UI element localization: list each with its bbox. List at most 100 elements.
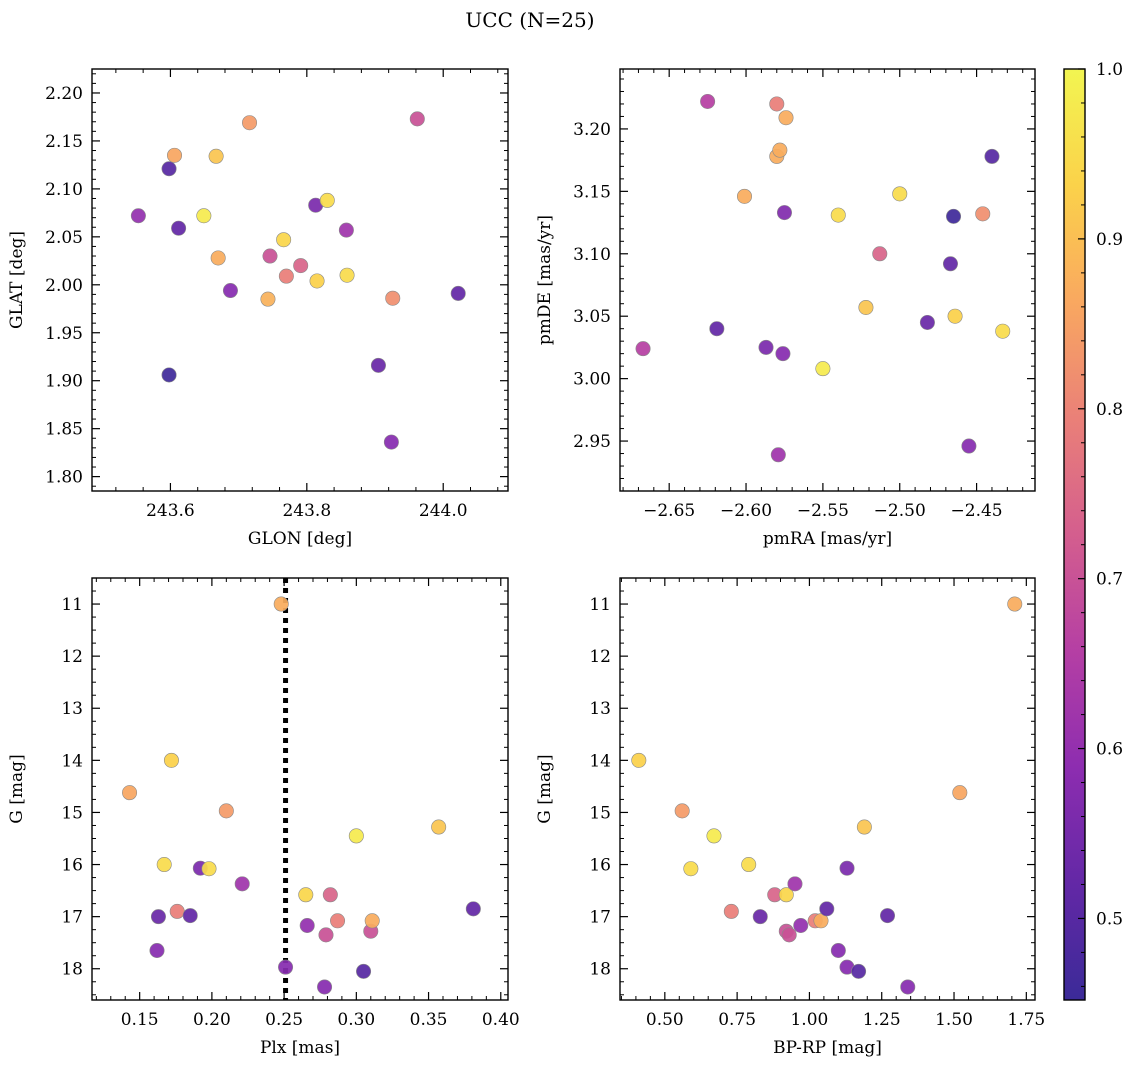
y-axis-label: G [mag] bbox=[7, 754, 27, 823]
data-point bbox=[919, 314, 935, 330]
colorbar-frame bbox=[1063, 68, 1086, 1001]
data-point bbox=[952, 785, 968, 801]
data-point bbox=[319, 192, 335, 208]
data-point bbox=[892, 186, 908, 202]
data-point bbox=[201, 861, 217, 877]
data-point bbox=[775, 346, 791, 362]
y-tick-label: 2.95 bbox=[573, 432, 611, 452]
data-point bbox=[880, 908, 896, 924]
y-tick-label: 3.05 bbox=[573, 307, 611, 327]
data-point bbox=[161, 161, 177, 177]
y-tick-label: 1.95 bbox=[45, 324, 83, 344]
data-point bbox=[156, 857, 172, 873]
data-point bbox=[210, 250, 226, 266]
data-point bbox=[752, 909, 768, 925]
data-point bbox=[781, 927, 797, 943]
x-tick-label: 0.15 bbox=[121, 1010, 159, 1030]
data-point bbox=[770, 447, 786, 463]
data-point bbox=[348, 828, 364, 844]
data-point bbox=[793, 917, 809, 933]
data-point bbox=[208, 148, 224, 164]
y-tick-label: 18 bbox=[589, 960, 611, 980]
data-point bbox=[830, 207, 846, 223]
y-tick-label: 11 bbox=[61, 595, 83, 615]
data-point bbox=[218, 803, 234, 819]
x-tick-label: −2.45 bbox=[951, 501, 1003, 521]
axes-frame bbox=[91, 577, 509, 1001]
data-point bbox=[736, 188, 752, 204]
data-point bbox=[706, 828, 722, 844]
data-point bbox=[234, 876, 250, 892]
data-point bbox=[278, 268, 294, 284]
data-point bbox=[776, 205, 792, 221]
x-tick-label: 244.0 bbox=[419, 501, 468, 521]
x-tick-label: 243.6 bbox=[146, 501, 195, 521]
x-tick-label: −2.60 bbox=[720, 501, 772, 521]
data-point bbox=[778, 887, 794, 903]
data-point bbox=[900, 979, 916, 995]
data-point bbox=[741, 857, 757, 873]
data-point bbox=[260, 291, 276, 307]
panels: 243.6 243.8 244.0 1.80 1.85 1.90 1.95 2.00 2.05 2… bbox=[7, 68, 1045, 1058]
data-point bbox=[813, 913, 829, 929]
data-point bbox=[942, 256, 958, 272]
data-point bbox=[122, 785, 138, 801]
y-tick-label: 2.10 bbox=[45, 180, 83, 200]
data-point bbox=[975, 206, 991, 222]
y-tick-label: 3.10 bbox=[573, 245, 611, 265]
data-point bbox=[322, 887, 338, 903]
axes-frame bbox=[619, 68, 1036, 492]
x-tick-label: 0.25 bbox=[265, 1010, 303, 1030]
data-point bbox=[758, 339, 774, 355]
data-point bbox=[149, 943, 165, 959]
data-point bbox=[130, 208, 146, 224]
data-point bbox=[1007, 596, 1023, 612]
x-tick-label: −2.65 bbox=[643, 501, 695, 521]
data-point bbox=[161, 367, 177, 383]
colorbar-tick-label: 0.8 bbox=[1096, 400, 1123, 420]
data-point bbox=[169, 903, 185, 919]
data-point bbox=[383, 434, 399, 450]
y-tick-label: 2.05 bbox=[45, 228, 83, 248]
data-point bbox=[242, 115, 258, 131]
x-tick-label: 0.35 bbox=[410, 1010, 448, 1030]
data-point bbox=[298, 887, 314, 903]
y-tick-label: 2.20 bbox=[45, 84, 83, 104]
axes-frame bbox=[619, 577, 1036, 1001]
x-axis-label: pmRA [mas/yr] bbox=[763, 529, 892, 549]
data-point bbox=[984, 148, 1000, 164]
data-point bbox=[946, 208, 962, 224]
data-point bbox=[709, 321, 725, 337]
data-point bbox=[947, 308, 963, 324]
panel-pmra-pmde: −2.65 −2.60 −2.55 −2.50 −2.45 2.95 3.00 3.05 3.1… bbox=[535, 68, 1036, 549]
data-point bbox=[815, 361, 831, 377]
data-point bbox=[278, 959, 294, 975]
y-tick-label: 16 bbox=[61, 856, 83, 876]
y-tick-label: 2.00 bbox=[45, 276, 83, 296]
x-tick-label: 0.30 bbox=[337, 1010, 375, 1030]
data-point bbox=[769, 96, 785, 112]
y-axis-label: G [mag] bbox=[535, 754, 555, 823]
data-point bbox=[273, 596, 289, 612]
colorbar-tick-label: 1.0 bbox=[1096, 60, 1123, 80]
y-tick-label: 17 bbox=[61, 908, 83, 928]
x-tick-label: 1.00 bbox=[790, 1010, 828, 1030]
y-tick-label: 13 bbox=[61, 699, 83, 719]
data-point bbox=[851, 963, 867, 979]
data-point bbox=[961, 438, 977, 454]
y-tick-label: 12 bbox=[589, 647, 611, 667]
colorbar-tick-label: 0.9 bbox=[1096, 230, 1123, 250]
data-point bbox=[222, 283, 238, 299]
data-point bbox=[385, 290, 401, 306]
data-point bbox=[635, 341, 651, 357]
y-tick-label: 1.80 bbox=[45, 468, 83, 488]
data-point bbox=[778, 110, 794, 126]
x-tick-label: 243.8 bbox=[282, 501, 331, 521]
data-point bbox=[150, 909, 166, 925]
x-axis-label: Plx [mas] bbox=[260, 1038, 340, 1058]
data-point bbox=[431, 819, 447, 835]
data-point bbox=[872, 246, 888, 262]
axes-frame bbox=[91, 68, 509, 492]
data-point bbox=[339, 267, 355, 283]
y-tick-label: 3.20 bbox=[573, 120, 611, 140]
